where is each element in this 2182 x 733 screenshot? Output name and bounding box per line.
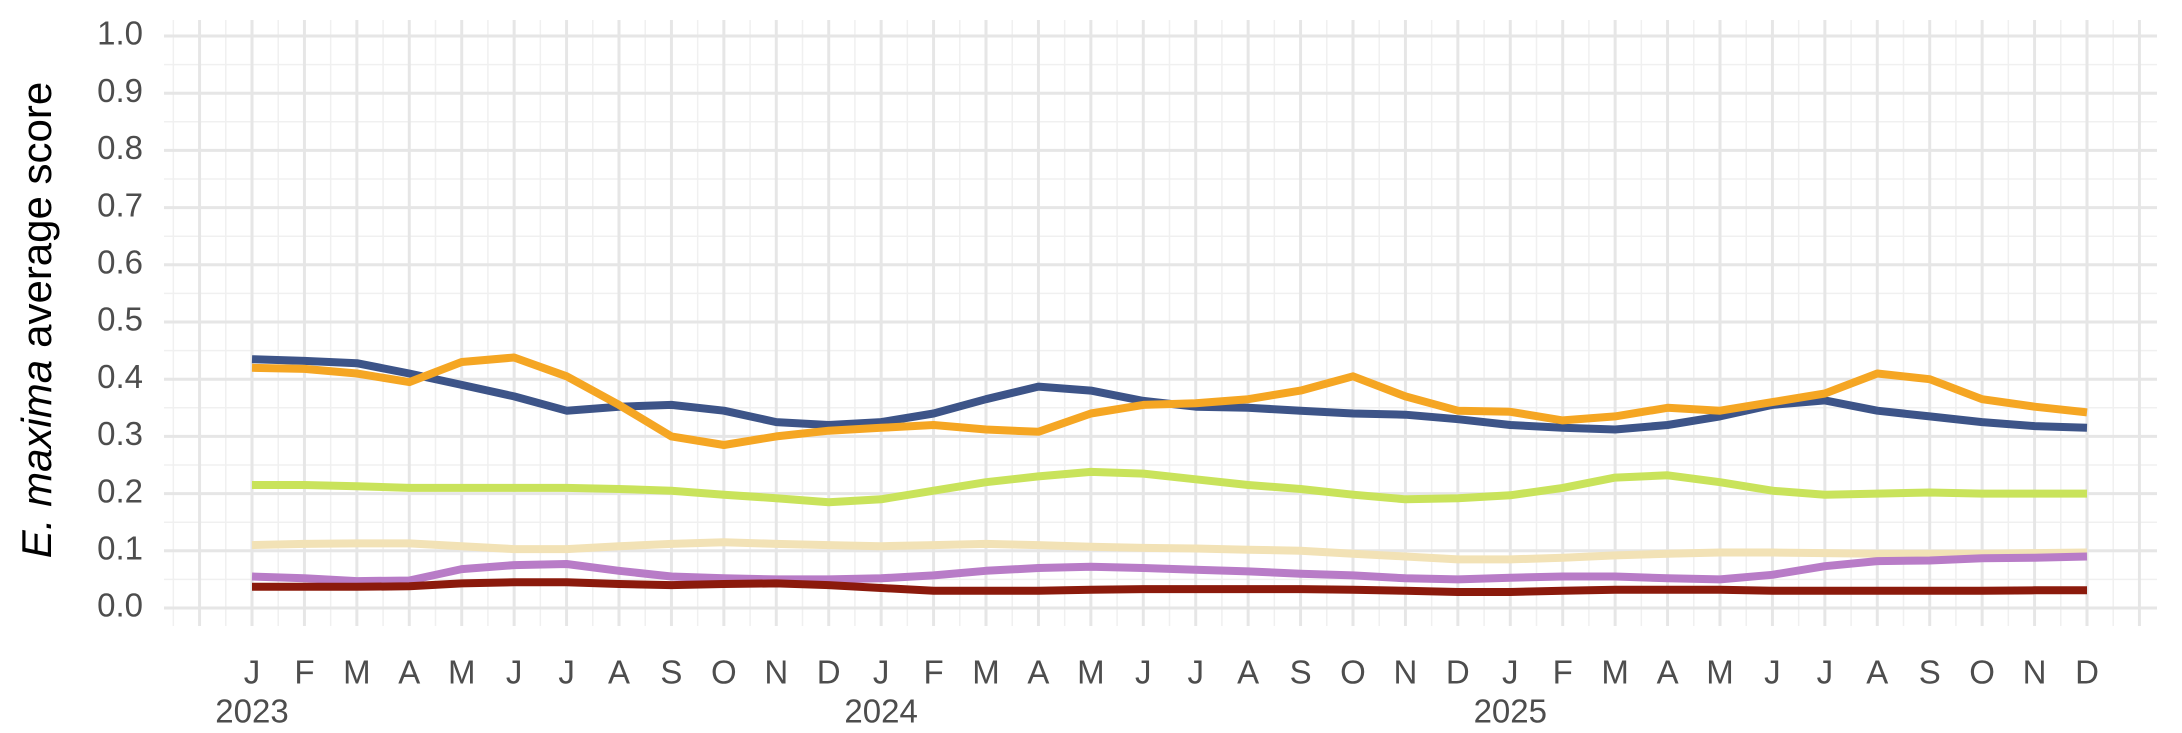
- x-year-label: 2024: [844, 693, 917, 730]
- x-tick-label: A: [1657, 654, 1679, 691]
- x-tick-label: O: [711, 654, 737, 691]
- x-tick-label: S: [1919, 654, 1941, 691]
- series-line: [252, 467, 2087, 507]
- y-tick-label: 0.5: [97, 301, 143, 338]
- x-tick-label: J: [1187, 654, 1204, 691]
- x-tick-label: S: [660, 654, 682, 691]
- series-line: [251, 552, 2088, 586]
- y-tick-label: 0.2: [97, 472, 143, 509]
- y-tick-label: 1.0: [97, 15, 143, 52]
- x-tick-label: D: [1446, 654, 1470, 691]
- y-tick-label: 0.0: [97, 587, 143, 624]
- x-tick-label: M: [1601, 654, 1629, 691]
- y-tick-label: 0.1: [97, 530, 143, 567]
- y-tick-label: 0.6: [97, 244, 143, 281]
- x-tick-label: N: [1394, 654, 1418, 691]
- y-axis-title: E. maxima average score: [13, 82, 60, 559]
- x-tick-label: J: [1502, 654, 1519, 691]
- x-tick-label: J: [244, 654, 261, 691]
- x-tick-label: J: [1817, 654, 1834, 691]
- x-tick-label: F: [923, 654, 943, 691]
- x-year-label: 2023: [215, 693, 288, 730]
- x-tick-label: A: [1027, 654, 1049, 691]
- x-year-label: 2025: [1474, 693, 1547, 730]
- x-tick-label: J: [1135, 654, 1152, 691]
- lines: [251, 353, 2088, 596]
- x-tick-label: A: [1866, 654, 1888, 691]
- x-tick-label: J: [506, 654, 523, 691]
- y-tick-label: 0.3: [97, 415, 143, 452]
- x-tick-label: A: [398, 654, 420, 691]
- y-axis-title-text: average score: [13, 82, 60, 348]
- x-tick-label: A: [608, 654, 630, 691]
- y-tick-label: 0.7: [97, 186, 143, 223]
- x-tick-label: D: [2075, 654, 2099, 691]
- x-tick-label: J: [873, 654, 890, 691]
- x-tick-label: M: [972, 654, 1000, 691]
- series-line: [251, 538, 2088, 564]
- x-tick-label: O: [1969, 654, 1995, 691]
- y-tick-label: 0.9: [97, 72, 143, 109]
- y-tick-label: 0.8: [97, 129, 143, 166]
- x-tick-label: M: [1706, 654, 1734, 691]
- x-tick-label: J: [558, 654, 575, 691]
- x-tick-label: M: [1077, 654, 1105, 691]
- x-tick-label: M: [448, 654, 476, 691]
- series-line: [251, 353, 2088, 449]
- x-tick-label: J: [1764, 654, 1781, 691]
- x-tick-label: N: [764, 654, 788, 691]
- x-tick-label: A: [1237, 654, 1259, 691]
- x-tick-label: S: [1290, 654, 1312, 691]
- x-tick-label: F: [294, 654, 314, 691]
- grid: [164, 20, 2157, 626]
- series-line: [252, 578, 2087, 596]
- x-tick-label: M: [343, 654, 371, 691]
- y-axis-title-italic: E. maxima: [13, 360, 60, 558]
- x-tick-label: N: [2023, 654, 2047, 691]
- y-tick-label: 0.4: [97, 358, 143, 395]
- x-tick-label: D: [817, 654, 841, 691]
- x-tick-label: O: [1340, 654, 1366, 691]
- x-tick-label: F: [1553, 654, 1573, 691]
- labels: 0.00.10.20.30.40.50.60.70.80.91.0J F M A M J J…: [97, 15, 2099, 730]
